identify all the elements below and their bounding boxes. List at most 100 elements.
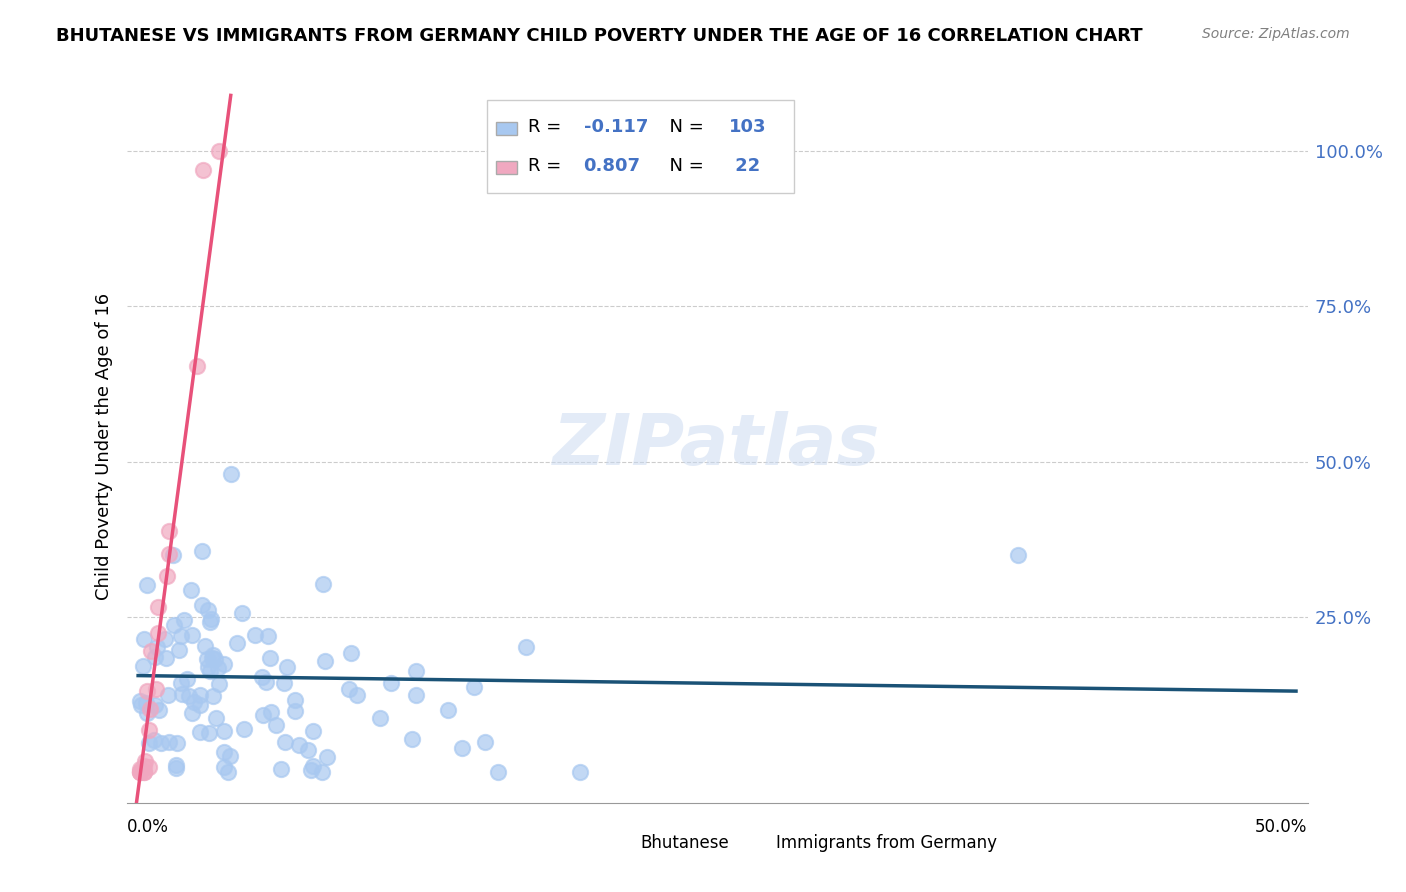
Point bbox=[138, 759, 160, 773]
Point bbox=[132, 764, 155, 779]
Point bbox=[463, 680, 485, 694]
Point bbox=[163, 618, 186, 632]
Point bbox=[474, 735, 496, 749]
Point bbox=[129, 764, 152, 779]
Point bbox=[138, 702, 160, 716]
Point bbox=[180, 628, 202, 642]
Point bbox=[208, 145, 231, 159]
Point bbox=[188, 688, 211, 702]
Point bbox=[181, 706, 204, 720]
Point bbox=[219, 749, 242, 764]
Point bbox=[132, 764, 155, 779]
Point bbox=[176, 672, 198, 686]
Point bbox=[337, 682, 360, 697]
Point bbox=[284, 693, 307, 707]
Point bbox=[315, 750, 337, 764]
Point bbox=[191, 162, 214, 177]
Point bbox=[157, 524, 180, 539]
Point bbox=[208, 677, 231, 691]
Point bbox=[170, 629, 193, 643]
Point bbox=[401, 731, 423, 746]
Point bbox=[297, 742, 319, 756]
Point bbox=[148, 703, 170, 717]
Point bbox=[212, 760, 235, 774]
Point bbox=[202, 689, 225, 703]
Point bbox=[138, 723, 160, 738]
Point bbox=[340, 646, 363, 660]
Point bbox=[145, 640, 167, 655]
Point bbox=[368, 711, 391, 725]
Text: Immigrants from Germany: Immigrants from Germany bbox=[776, 835, 997, 853]
Point bbox=[205, 710, 228, 724]
Text: N =: N = bbox=[658, 118, 710, 136]
Point bbox=[129, 764, 152, 779]
Point bbox=[486, 764, 509, 779]
Point bbox=[188, 698, 211, 712]
Point bbox=[225, 636, 247, 650]
Point bbox=[207, 661, 229, 675]
Point bbox=[380, 675, 402, 690]
Point bbox=[250, 670, 273, 684]
Point bbox=[138, 736, 160, 750]
Text: R =: R = bbox=[529, 157, 567, 175]
Point bbox=[157, 735, 180, 749]
Text: 103: 103 bbox=[728, 118, 766, 136]
Text: Bhutanese: Bhutanese bbox=[640, 835, 730, 853]
Bar bbox=[747, 837, 768, 849]
Point bbox=[569, 764, 592, 779]
Point bbox=[143, 649, 166, 664]
Point bbox=[195, 651, 218, 665]
Point bbox=[219, 467, 242, 481]
Text: N =: N = bbox=[658, 157, 710, 175]
Point bbox=[135, 706, 157, 720]
Point bbox=[311, 576, 333, 591]
Point bbox=[146, 626, 169, 640]
Text: 0.0%: 0.0% bbox=[127, 818, 169, 837]
Point bbox=[1007, 548, 1029, 562]
Point bbox=[150, 736, 173, 750]
Point bbox=[135, 696, 157, 710]
Text: Source: ZipAtlas.com: Source: ZipAtlas.com bbox=[1202, 27, 1350, 41]
Point bbox=[346, 689, 368, 703]
Point bbox=[134, 632, 156, 646]
Point bbox=[299, 763, 322, 777]
Point bbox=[156, 569, 179, 583]
Point bbox=[197, 660, 219, 674]
Point bbox=[200, 612, 222, 626]
Point bbox=[197, 603, 219, 617]
Text: 0.807: 0.807 bbox=[583, 157, 641, 175]
Point bbox=[165, 762, 187, 776]
Bar bbox=[496, 122, 517, 135]
Point bbox=[186, 359, 208, 373]
Point bbox=[135, 684, 157, 698]
Point bbox=[198, 664, 221, 678]
Point bbox=[173, 613, 195, 627]
Point bbox=[252, 708, 274, 723]
Point bbox=[143, 733, 166, 747]
Point bbox=[146, 600, 169, 615]
Point bbox=[243, 628, 266, 642]
Point bbox=[129, 698, 152, 712]
Point bbox=[188, 725, 211, 739]
Text: ZIPatlas: ZIPatlas bbox=[554, 411, 880, 481]
Text: 22: 22 bbox=[728, 157, 761, 175]
Point bbox=[169, 642, 191, 657]
Point bbox=[194, 640, 217, 654]
Text: -0.117: -0.117 bbox=[583, 118, 648, 136]
Point bbox=[157, 688, 180, 702]
Point bbox=[204, 652, 226, 666]
Point bbox=[212, 745, 235, 759]
Y-axis label: Child Poverty Under the Age of 16: Child Poverty Under the Age of 16 bbox=[94, 293, 112, 599]
Point bbox=[259, 651, 281, 665]
Point bbox=[231, 606, 253, 620]
Point bbox=[177, 689, 200, 703]
Point bbox=[254, 674, 277, 689]
Point bbox=[155, 650, 177, 665]
Point bbox=[165, 758, 187, 772]
Point bbox=[139, 644, 162, 658]
Bar bbox=[496, 161, 517, 174]
Point bbox=[451, 740, 474, 755]
Point bbox=[134, 759, 156, 773]
Point bbox=[201, 648, 224, 662]
Point bbox=[270, 762, 292, 776]
